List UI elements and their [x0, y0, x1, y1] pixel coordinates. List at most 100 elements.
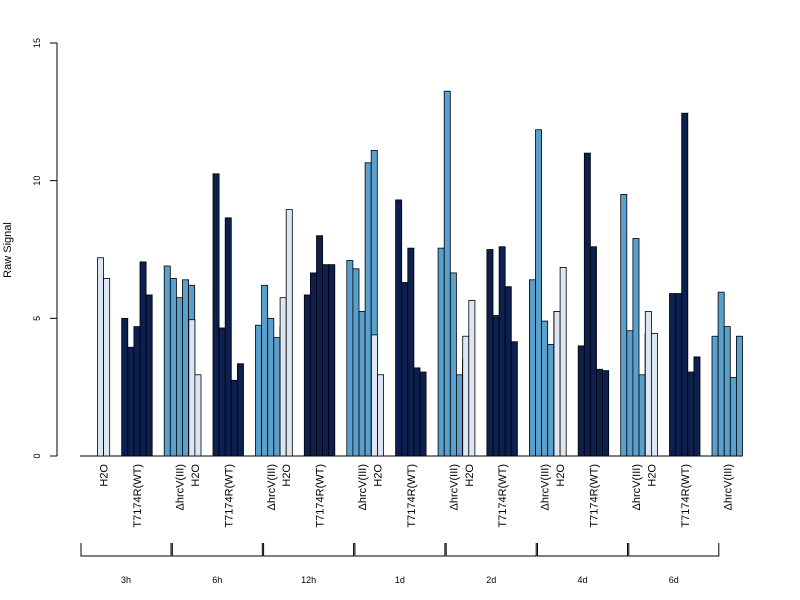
group-label: 4d	[577, 575, 587, 585]
bar-1d-2-3	[455, 374, 463, 457]
bar-4d-0-1	[559, 266, 567, 457]
bar-6d-1-4	[693, 356, 701, 457]
group-bracket	[537, 543, 628, 557]
group-bracket	[171, 543, 263, 557]
bar-3h-2-2	[175, 297, 183, 457]
condition-label: ΔhrcV(III)	[448, 464, 460, 510]
bar-6d-2-3	[729, 377, 737, 457]
bar-4d-1-3	[596, 368, 603, 457]
bar-4d-1-2	[590, 246, 597, 457]
bar-4d-1-4	[602, 370, 610, 457]
bar-3h-1-3	[139, 261, 147, 457]
bar-1d-2-1	[443, 90, 451, 457]
bar-3h-2-3	[182, 279, 189, 457]
bar-6h-2-1	[261, 284, 269, 457]
condition-label: ΔhrcV(III)	[266, 464, 278, 510]
bar-4d-2-3	[638, 374, 646, 457]
condition-labels: H2O T7174R(WT) ΔhrcV(III) H2O T7174R(WT) Δhrc…	[99, 464, 735, 528]
bar-3h-0-0	[97, 257, 104, 457]
bar-6d-2-2	[723, 326, 731, 457]
bar-6h-2-0	[255, 324, 262, 457]
condition-label: H2O	[190, 464, 202, 487]
bar-4d-1-0	[577, 345, 585, 457]
bar-12h-1-4	[328, 264, 336, 457]
y-tick-label: 15	[32, 38, 42, 48]
bar-2d-2-2	[541, 320, 549, 457]
bar-3h-1-4	[145, 294, 153, 457]
y-axis-label: Raw Signal	[2, 222, 14, 278]
bar-3h-2-0	[163, 265, 171, 457]
bar-2d-1-0	[486, 249, 494, 457]
bar-6d-0-1	[651, 333, 658, 457]
bar-4d-2-2	[632, 238, 640, 457]
bar-4d-0-0	[553, 311, 561, 457]
bar-12h-0-1	[285, 209, 293, 457]
bar-12h-0-0	[279, 297, 287, 457]
bar-12h-1-1	[309, 272, 317, 457]
bar-6h-0-1	[194, 374, 202, 457]
bar-3h-0-1	[103, 278, 111, 457]
group-label: 1d	[395, 575, 405, 585]
condition-label: H2O	[99, 464, 111, 487]
condition-label: H2O	[646, 464, 658, 487]
group-label: 6d	[669, 575, 679, 585]
bar-6h-1-1	[218, 327, 226, 457]
group-bracket	[80, 543, 172, 557]
group-bracket	[263, 543, 355, 557]
bar-6d-2-0	[711, 335, 719, 457]
bar-12h-1-3	[322, 264, 330, 457]
bar-2d-2-3	[547, 344, 555, 457]
bar-1d-1-1	[401, 282, 409, 457]
bar-6d-1-3	[687, 371, 695, 457]
condition-label: T7174R(WT)	[406, 464, 418, 528]
condition-label: ΔhrcV(III)	[631, 464, 643, 510]
condition-label: H2O	[464, 464, 476, 487]
bar-1d-1-4	[419, 371, 427, 457]
bar-1d-1-2	[407, 247, 415, 457]
bar-2d-1-2	[498, 246, 506, 457]
y-tick-label: 10	[32, 176, 42, 186]
condition-label: T7174R(WT)	[680, 464, 692, 528]
group-label: 6h	[212, 575, 222, 585]
bar-6d-0-0	[644, 311, 652, 457]
condition-label: T7174R(WT)	[132, 464, 144, 528]
bar-4d-2-1	[626, 330, 634, 457]
group-bracket	[445, 543, 537, 557]
bar-1d-1-0	[395, 199, 403, 457]
bar-6h-1-4	[236, 363, 244, 457]
y-tick-label: 0	[32, 453, 42, 458]
condition-label: ΔhrcV(III)	[357, 464, 369, 510]
group-bracket	[628, 543, 720, 557]
bar-12h-1-2	[316, 235, 323, 457]
bar-12h-1-0	[303, 294, 311, 457]
bar-6d-1-0	[669, 293, 676, 457]
bar-3h-2-1	[169, 278, 177, 457]
condition-label: ΔhrcV(III)	[540, 464, 552, 510]
bar-3h-1-2	[133, 326, 141, 457]
bar-1d-1-3	[413, 367, 421, 457]
bar-12h-2-3	[364, 162, 372, 457]
condition-label: T7174R(WT)	[588, 464, 600, 528]
bar-2d-2-0	[529, 279, 536, 457]
group-label: 12h	[301, 575, 316, 585]
bar-3h-1-1	[127, 346, 135, 457]
bar-6d-2-1	[717, 291, 725, 457]
bar-6d-1-2	[681, 112, 689, 457]
condition-label: H2O	[373, 464, 385, 487]
bar-2d-1-4	[510, 341, 518, 457]
bars	[97, 90, 743, 457]
condition-label: H2O	[555, 464, 567, 487]
y-tick-label: 5	[32, 316, 42, 321]
bar-2d-1-1	[492, 315, 500, 457]
bar-2d-0-0	[462, 335, 470, 457]
bar-6h-1-3	[230, 379, 238, 457]
group-label: 2d	[486, 575, 496, 585]
condition-label: H2O	[281, 464, 293, 487]
bar-6d-1-1	[675, 293, 683, 457]
bar-6h-2-3	[273, 337, 281, 457]
bar-4d-1-1	[583, 152, 591, 457]
condition-label: ΔhrcV(III)	[722, 464, 734, 510]
group-label: 3h	[121, 575, 131, 585]
group-bracket	[354, 543, 446, 557]
